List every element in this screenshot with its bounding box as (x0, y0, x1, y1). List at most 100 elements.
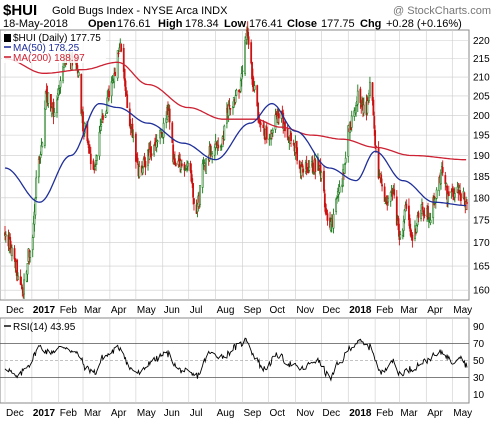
chart-index-name: Gold Bugs Index - NYSE Arca INDX (52, 5, 228, 17)
price-y-tick-label: 170 (473, 238, 490, 249)
candle-body (120, 43, 123, 52)
rsi-x-tick-label: Apr (111, 408, 127, 419)
price-x-tick-label: Nov (296, 305, 314, 316)
chart-symbol: $HUI (3, 2, 37, 19)
candle-body (134, 133, 137, 162)
rsi-x-tick-label: Oct (270, 408, 286, 419)
price-x-tick-label: Jul (190, 305, 203, 316)
price-x-tick-label: 2017 (33, 305, 56, 316)
candle-body (263, 128, 266, 136)
candle-body (156, 140, 159, 143)
candle-body (323, 170, 325, 192)
candle-body (308, 166, 311, 171)
candle-body (302, 168, 305, 173)
rsi-x-tick-label: Apr (427, 408, 443, 419)
candle-body (296, 147, 299, 161)
rsi-x-tick-label: 2018 (349, 408, 372, 419)
price-y-tick-label: 185 (473, 172, 490, 183)
candle-body (343, 164, 346, 174)
candle-body (31, 237, 34, 251)
price-panel: 160165170175180185190195200205210215220 … (0, 21, 490, 301)
legend-marker-price (4, 34, 11, 42)
price-candles (4, 21, 468, 300)
price-x-tick-label: Sep (244, 305, 262, 316)
candle-body (205, 158, 207, 174)
price-x-tick-label: Dec (6, 305, 24, 316)
chg-value: +0.28 (+0.16%) (386, 18, 462, 30)
candle-body (201, 163, 204, 188)
ma50-line (4, 102, 467, 207)
candle-body (235, 89, 238, 96)
rsi-y-tick-label: 50 (473, 356, 485, 367)
close-label: Close (287, 18, 317, 30)
candle-body (395, 196, 398, 225)
candle-body (217, 144, 220, 149)
candle-body (117, 52, 120, 55)
candle-body (247, 36, 250, 45)
price-x-tick-label: May (453, 305, 472, 316)
candle-body (244, 40, 247, 75)
candle-body (108, 90, 110, 98)
candle-body (153, 145, 155, 155)
candle-body (136, 157, 139, 163)
price-y-tick-label: 195 (473, 131, 490, 142)
candle-body (415, 225, 418, 233)
price-y-tick-label: 220 (473, 36, 490, 47)
candle-body (332, 213, 335, 229)
candle-body (326, 213, 329, 221)
legend-box (2, 32, 106, 63)
rsi-y-tick-label: 10 (473, 390, 485, 401)
candle-body (265, 126, 268, 140)
candle-body (102, 115, 104, 120)
open-label: Open (88, 18, 116, 30)
candle-body (268, 138, 271, 141)
price-x-tick-label: 2018 (349, 305, 372, 316)
rsi-x-tick-label: Jul (190, 408, 203, 419)
candle-body (383, 186, 386, 202)
ma200-line (4, 57, 467, 161)
candle-body (314, 159, 317, 172)
candle-body (192, 183, 194, 198)
candle-body (427, 205, 429, 220)
rsi-x-axis: Dec 2017 Feb Mar Apr May Jun Jul Aug Sep Oct Nov Dec… (6, 408, 472, 419)
candle-body (463, 192, 466, 201)
candle-body (126, 94, 129, 109)
price-y-tick-label: 190 (473, 151, 490, 162)
candle-body (168, 108, 171, 123)
candle-body (186, 162, 189, 167)
rsi-grid (0, 318, 469, 403)
low-label: Low (224, 18, 246, 30)
rsi-x-tick-label: Feb (60, 408, 78, 419)
chg-label: Chg (360, 18, 381, 30)
rsi-x-tick-label: Dec (6, 408, 24, 419)
rsi-x-tick-label: Jun (164, 408, 180, 419)
rsi-x-tick-label: Aug (217, 408, 235, 419)
high-value: 178.34 (185, 18, 219, 30)
candle-body (369, 81, 371, 97)
candle-body (223, 125, 226, 140)
candle-body (132, 135, 135, 138)
candle-body (429, 219, 432, 224)
candle-body (23, 279, 25, 295)
candle-body (114, 71, 116, 77)
candle-body (29, 251, 32, 258)
rsi-x-tick-label: 2017 (33, 408, 56, 419)
legend-ma200: MA(200) 188.97 (13, 53, 85, 64)
candle-body (300, 166, 303, 177)
rsi-x-tick-label: Sep (244, 408, 262, 419)
candle-body (43, 107, 46, 146)
price-y-tick-label: 205 (473, 91, 490, 102)
candle-body (278, 113, 280, 119)
price-x-axis: Dec 2017 Feb Mar Apr May Jun Jul Aug Sep Oct Nov Dec… (6, 305, 472, 316)
candle-body (89, 153, 92, 165)
candle-body (193, 198, 195, 204)
candle-body (411, 234, 414, 241)
price-x-tick-label: Oct (270, 305, 286, 316)
price-x-tick-label: Feb (60, 305, 78, 316)
candle-body (350, 115, 353, 128)
open-value: 176.61 (117, 18, 151, 30)
candle-body (250, 42, 253, 64)
candle-body (138, 166, 141, 178)
candle-body (124, 80, 127, 91)
candle-body (286, 127, 289, 138)
